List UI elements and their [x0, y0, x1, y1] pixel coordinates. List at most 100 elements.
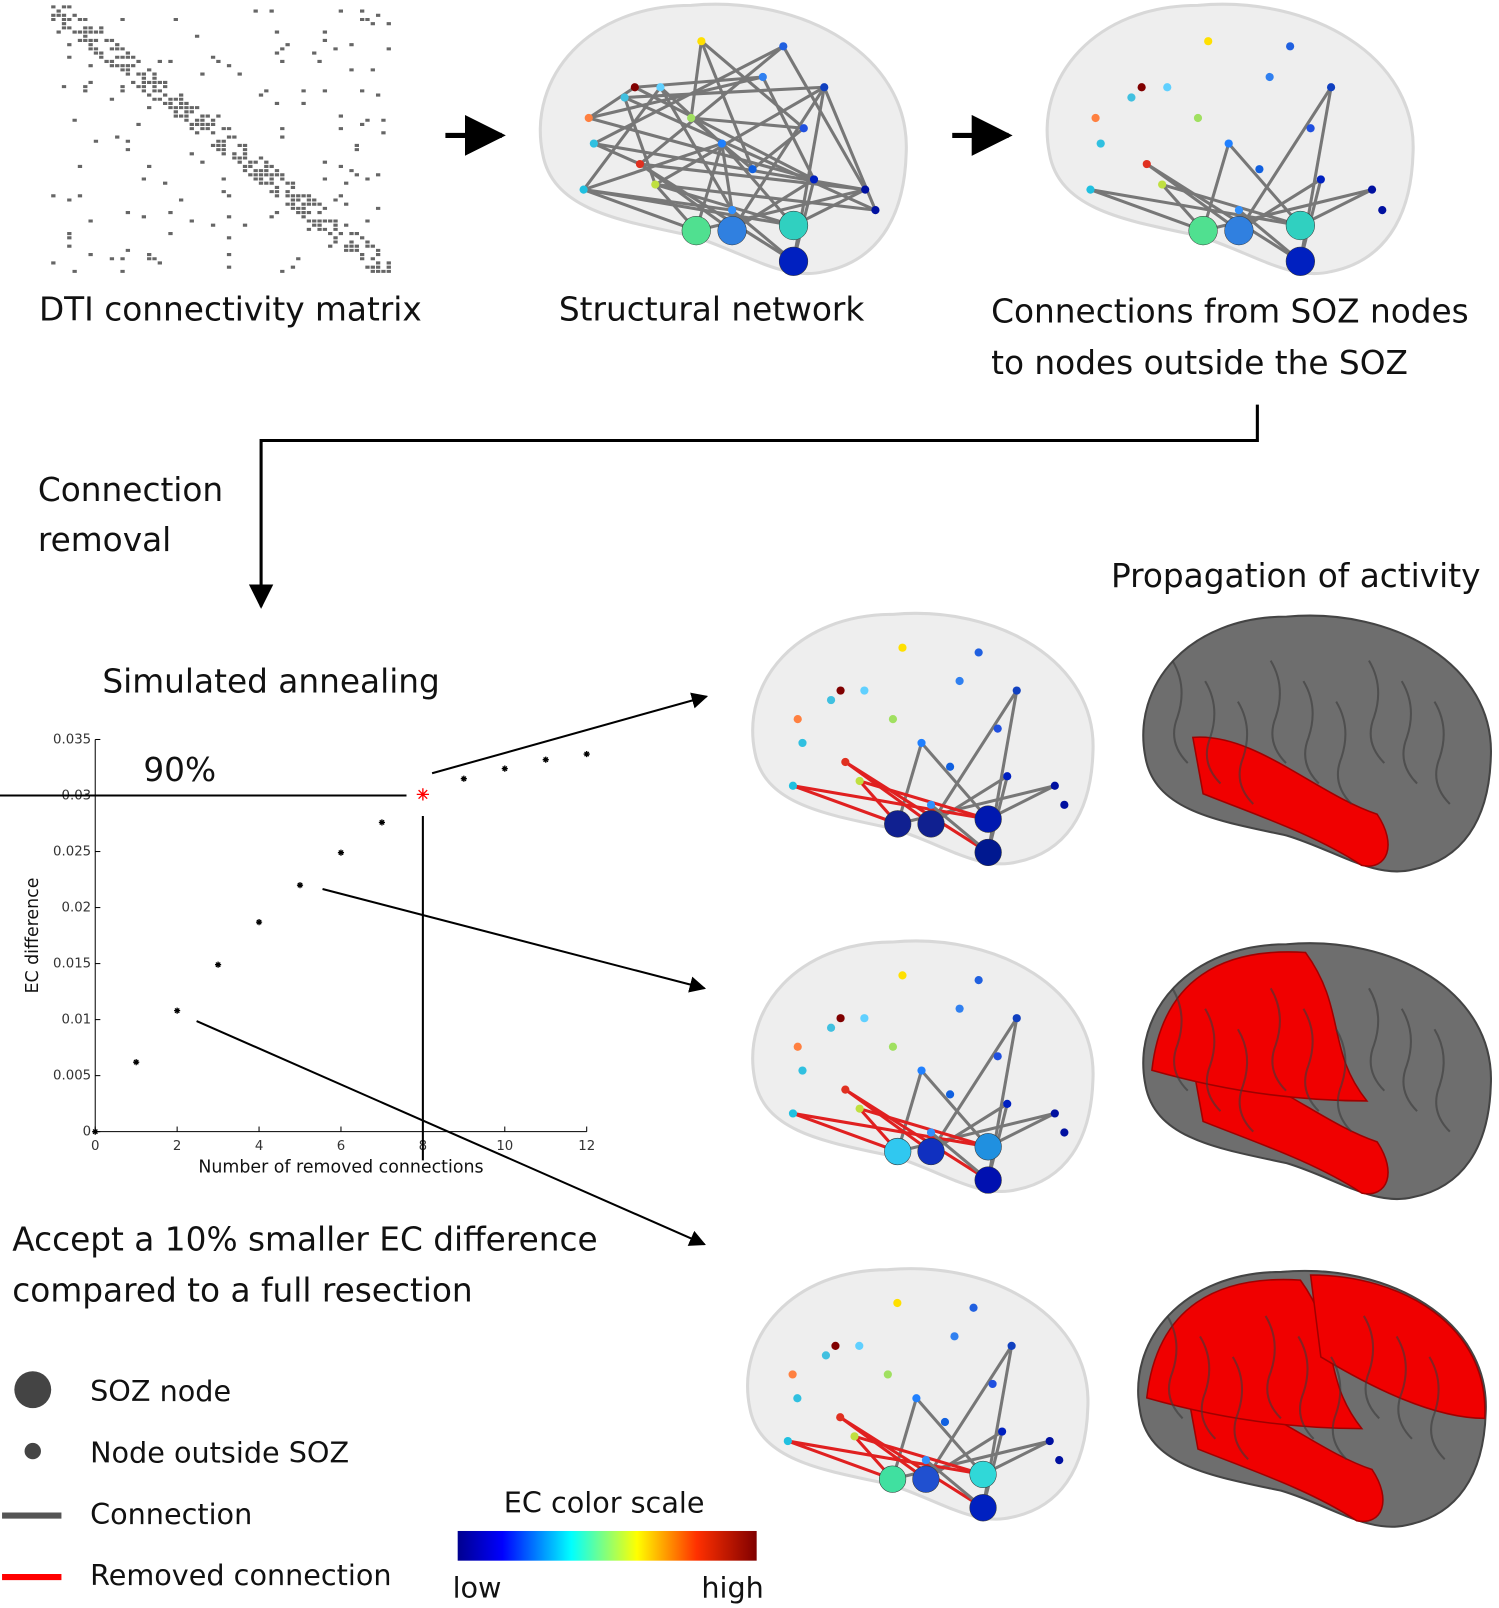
data-point — [92, 1128, 99, 1135]
soz-node — [917, 1137, 945, 1166]
node — [998, 1427, 1007, 1436]
connection — [588, 75, 764, 120]
y-tick-label: 0.01 — [62, 1013, 92, 1028]
node — [793, 715, 802, 724]
connection — [781, 45, 867, 191]
node — [1137, 83, 1146, 92]
data-point — [378, 819, 385, 826]
color-scale-low: low — [453, 1571, 502, 1605]
connection — [920, 741, 990, 821]
connection — [1227, 142, 1302, 227]
node — [788, 781, 798, 790]
node — [1316, 175, 1325, 184]
node — [1163, 83, 1172, 92]
legend-label: Connection — [90, 1497, 252, 1531]
connection — [654, 183, 794, 227]
connection — [699, 40, 754, 170]
legend-label: Node outside SOZ — [90, 1435, 349, 1469]
node — [917, 1066, 926, 1075]
removal-caption: Connection — [38, 471, 223, 509]
arrow — [431, 692, 709, 775]
matrix-caption: DTI connectivity matrix — [39, 291, 422, 329]
node — [1224, 139, 1233, 148]
node — [1060, 800, 1069, 809]
node — [1142, 159, 1151, 169]
node — [635, 159, 645, 169]
connection — [924, 1345, 1013, 1480]
x-tick-label: 2 — [173, 1139, 181, 1154]
node — [1255, 165, 1264, 174]
removed-connection — [859, 779, 989, 821]
connectivity-matrix — [51, 5, 391, 273]
node — [883, 1370, 892, 1379]
node — [855, 1341, 864, 1350]
node — [1265, 72, 1274, 82]
connection — [891, 1397, 918, 1480]
node — [1158, 180, 1167, 189]
node — [1003, 772, 1012, 781]
connection — [583, 188, 697, 233]
annotation: 90% — [143, 751, 216, 789]
node — [860, 686, 869, 695]
connection — [1089, 188, 1204, 233]
connection — [920, 1069, 990, 1148]
node — [589, 139, 598, 148]
node — [912, 1394, 921, 1403]
node — [955, 676, 964, 686]
data-point — [174, 1007, 181, 1014]
connection — [720, 143, 734, 211]
node — [798, 1066, 807, 1075]
connection — [593, 142, 641, 166]
node — [1055, 1456, 1064, 1465]
node — [974, 976, 983, 985]
node — [1045, 1436, 1054, 1446]
removed-connection — [854, 1434, 984, 1476]
data-point — [501, 765, 508, 772]
connection — [929, 1017, 1019, 1153]
node — [841, 757, 850, 767]
gyrus — [1400, 1008, 1418, 1112]
node — [1086, 185, 1095, 194]
connection — [583, 142, 723, 192]
arrow — [196, 1020, 706, 1246]
matrix-cells — [51, 5, 391, 273]
removed-connection — [792, 784, 989, 821]
removed-connection — [792, 1111, 989, 1149]
gyrus — [1368, 660, 1386, 764]
connection — [761, 76, 816, 181]
connection — [720, 142, 795, 227]
node — [1193, 113, 1203, 123]
soz-node — [974, 805, 1002, 833]
node — [841, 1085, 850, 1094]
brain-images — [538, 2, 1492, 1528]
removed-connection — [859, 1107, 989, 1149]
network-caption: Structural network — [559, 291, 865, 329]
node — [926, 800, 936, 809]
x-tick-label: 10 — [496, 1139, 513, 1154]
node — [974, 648, 983, 657]
node — [1127, 93, 1136, 102]
node — [1003, 1099, 1012, 1108]
removed-connection — [787, 1439, 894, 1481]
gyrus — [1368, 987, 1386, 1092]
gyrus — [1231, 1356, 1249, 1461]
soz-caption: Connections from SOZ nodes — [991, 293, 1469, 331]
connection — [896, 742, 923, 825]
soz-node — [778, 210, 809, 241]
removed-connection — [844, 760, 989, 854]
node — [809, 175, 819, 184]
y-tick-label: 0.005 — [53, 1069, 91, 1084]
gyrus — [1395, 1335, 1413, 1440]
soz-node — [974, 1166, 1002, 1194]
gyrus — [1237, 701, 1254, 805]
node — [1091, 113, 1100, 123]
gyrus — [1166, 1315, 1184, 1420]
annealing-caption: Simulated annealing — [102, 662, 439, 700]
removed-connection — [844, 1088, 989, 1182]
connection — [639, 162, 795, 263]
soz-node — [974, 838, 1002, 867]
node — [1007, 1341, 1016, 1350]
node — [850, 1432, 859, 1441]
node — [888, 715, 898, 724]
